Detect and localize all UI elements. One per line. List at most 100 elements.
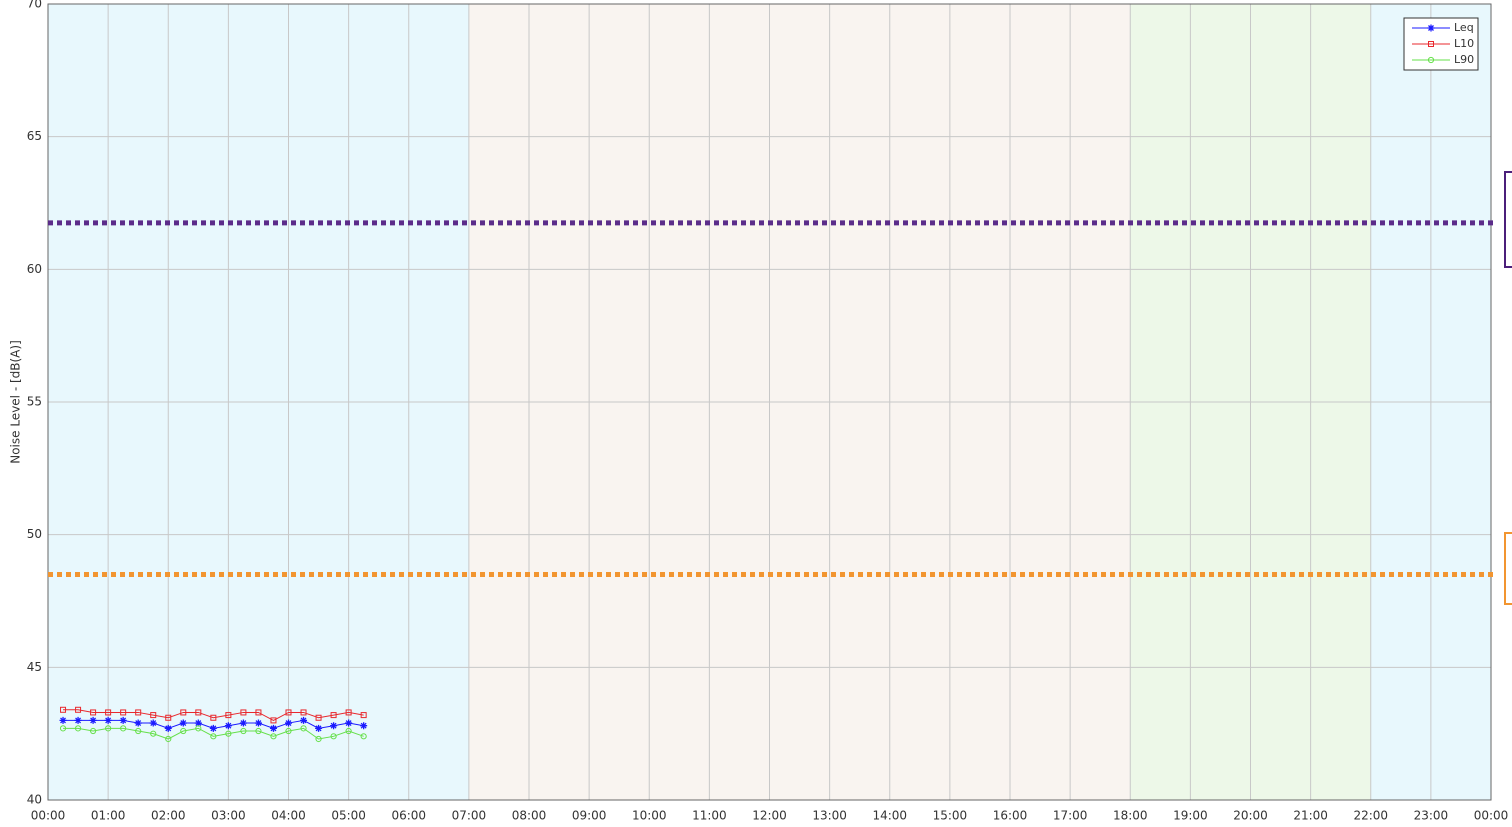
x-tick-label: 05:00 bbox=[331, 809, 366, 823]
x-tick-label: 09:00 bbox=[572, 809, 607, 823]
y-tick-label: 55 bbox=[27, 395, 42, 409]
marker bbox=[315, 735, 322, 743]
marker bbox=[210, 733, 217, 740]
marker bbox=[1427, 56, 1435, 64]
side-box bbox=[1504, 532, 1512, 605]
y-tick-label: 40 bbox=[27, 793, 42, 807]
marker bbox=[345, 727, 352, 735]
marker bbox=[180, 709, 187, 716]
marker bbox=[165, 714, 172, 721]
plot-frame bbox=[47, 3, 1492, 801]
y-tick-label: 60 bbox=[27, 262, 42, 276]
marker bbox=[360, 712, 367, 719]
marker bbox=[120, 725, 127, 732]
y-tick-label: 50 bbox=[27, 527, 42, 541]
marker bbox=[315, 714, 322, 721]
y-tick-label: 45 bbox=[27, 660, 42, 674]
marker bbox=[315, 724, 323, 732]
marker bbox=[150, 712, 157, 719]
x-tick-label: 21:00 bbox=[1293, 809, 1328, 823]
marker bbox=[285, 727, 292, 735]
marker bbox=[1428, 41, 1434, 47]
x-tick-label: 07:00 bbox=[452, 809, 487, 823]
marker bbox=[240, 727, 247, 735]
marker bbox=[75, 706, 82, 713]
marker bbox=[330, 712, 337, 719]
marker bbox=[195, 709, 202, 716]
x-tick-label: 12:00 bbox=[752, 809, 787, 823]
x-tick-label: 19:00 bbox=[1173, 809, 1208, 823]
marker bbox=[164, 724, 172, 732]
marker bbox=[269, 724, 277, 732]
legend-label: L10 bbox=[1454, 37, 1474, 50]
x-tick-label: 16:00 bbox=[993, 809, 1028, 823]
marker bbox=[345, 709, 352, 716]
labels: 00:00 01:00 02:00 03:00 04:00 05:00 06:00 07:00… bbox=[27, 0, 1509, 823]
marker bbox=[134, 719, 142, 727]
x-tick-label: 10:00 bbox=[632, 809, 667, 823]
x-tick-label: 13:00 bbox=[812, 809, 847, 823]
marker bbox=[225, 712, 232, 719]
marker bbox=[104, 716, 112, 724]
marker bbox=[59, 725, 67, 732]
marker bbox=[254, 719, 262, 727]
x-tick-label: 15:00 bbox=[933, 809, 968, 823]
marker bbox=[285, 719, 292, 727]
x-tick-label: 18:00 bbox=[1113, 809, 1148, 823]
marker bbox=[149, 719, 157, 727]
x-tick-label: 06:00 bbox=[391, 809, 426, 823]
x-tick-label: 20:00 bbox=[1233, 809, 1268, 823]
marker bbox=[300, 709, 307, 716]
x-tick-label: 11:00 bbox=[692, 809, 727, 823]
marker bbox=[345, 719, 353, 727]
marker bbox=[240, 709, 247, 716]
marker bbox=[74, 716, 82, 724]
x-tick-label: 22:00 bbox=[1353, 809, 1388, 823]
marker bbox=[90, 709, 97, 716]
series-line bbox=[63, 709, 364, 721]
marker bbox=[255, 709, 262, 716]
marker bbox=[210, 714, 217, 721]
x-tick-label: 03:00 bbox=[211, 809, 246, 823]
x-tick-label: 00:00 bbox=[31, 809, 66, 823]
marker bbox=[119, 716, 127, 724]
marker bbox=[209, 724, 217, 732]
y-tick-label: 65 bbox=[27, 129, 42, 143]
marker bbox=[60, 706, 67, 713]
marker bbox=[360, 722, 368, 730]
x-tick-label: 08:00 bbox=[512, 809, 547, 823]
x-tick-label: 01:00 bbox=[91, 809, 126, 823]
x-tick-label: 23:00 bbox=[1414, 809, 1449, 823]
x-tick-label: 02:00 bbox=[151, 809, 186, 823]
marker bbox=[135, 727, 142, 735]
marker bbox=[360, 733, 367, 740]
marker bbox=[165, 735, 172, 743]
legend-label: Leq bbox=[1454, 21, 1474, 34]
marker bbox=[330, 722, 338, 730]
x-tick-label: 04:00 bbox=[271, 809, 306, 823]
marker bbox=[300, 725, 307, 732]
marker bbox=[74, 725, 82, 732]
marker bbox=[89, 727, 97, 735]
marker bbox=[194, 719, 202, 727]
legend-label: L90 bbox=[1454, 53, 1474, 66]
marker bbox=[270, 717, 277, 724]
series-line bbox=[63, 727, 364, 740]
marker bbox=[195, 725, 202, 732]
marker bbox=[270, 733, 277, 740]
side-box bbox=[1504, 171, 1512, 268]
reference-lines bbox=[48, 220, 1497, 577]
marker bbox=[59, 716, 67, 724]
marker bbox=[179, 719, 187, 727]
x-tick-label: 14:00 bbox=[872, 809, 907, 823]
marker bbox=[255, 727, 262, 735]
marker bbox=[300, 716, 308, 724]
marker bbox=[180, 727, 187, 735]
legend: Leq L10 L90 bbox=[1403, 17, 1479, 71]
x-tick-label: 00:00 bbox=[1474, 809, 1509, 823]
marker bbox=[285, 709, 292, 716]
marker bbox=[239, 719, 247, 727]
y-tick-label: 70 bbox=[27, 0, 42, 11]
y-axis-label: Noise Level - [dB(A)] bbox=[9, 340, 23, 464]
